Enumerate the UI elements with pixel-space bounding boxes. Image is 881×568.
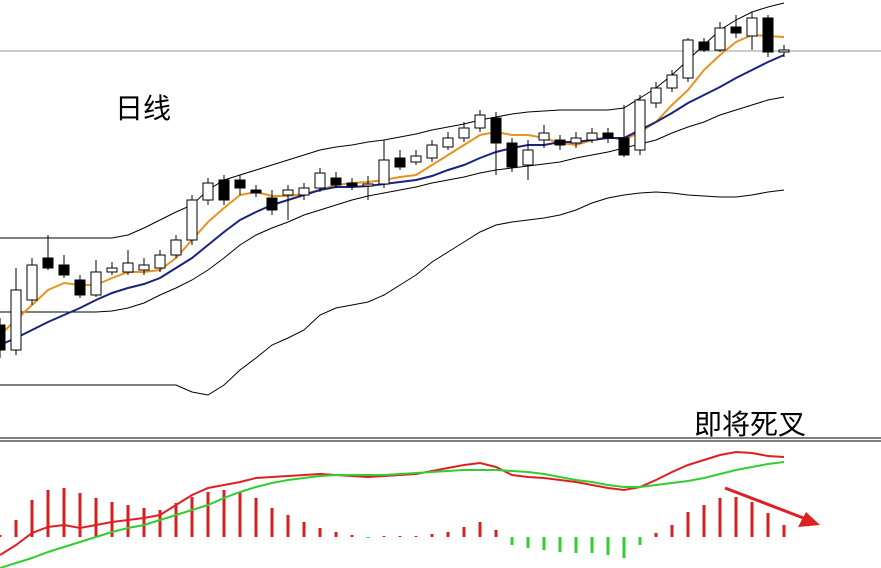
line (0, 54, 785, 346)
candle-body (314, 172, 326, 189)
candle-body (506, 142, 518, 168)
candle-body (538, 132, 550, 141)
candle-body (10, 289, 22, 351)
candle-body (778, 49, 790, 53)
candle-body (426, 144, 438, 159)
candle-body (250, 189, 262, 194)
candle-body (330, 177, 342, 186)
candle-body (602, 132, 614, 139)
period-label: 日线 (115, 92, 171, 125)
candle-body (410, 155, 422, 163)
candle-body (282, 189, 294, 196)
candle-body (442, 137, 454, 148)
candle-body (394, 157, 406, 168)
candle-body (730, 26, 742, 34)
price-panel (0, 2, 790, 396)
cross-annotation: 即将死叉 (694, 408, 806, 441)
candle-body (26, 264, 38, 301)
candle-body (74, 279, 86, 296)
candle-body (90, 271, 102, 296)
candle-body (634, 99, 646, 151)
candle-body (42, 257, 54, 269)
line (0, 450, 785, 556)
candle-body (522, 149, 534, 166)
candle-body (762, 17, 774, 53)
macd-panel (0, 450, 786, 568)
trend-arrow (724, 486, 820, 527)
candle-body (698, 41, 710, 51)
candle-body (458, 127, 470, 139)
candle-body (106, 267, 118, 273)
candle-body (218, 179, 230, 201)
candle-body (378, 159, 390, 185)
candle-body (58, 264, 70, 276)
candle-body (170, 239, 182, 256)
line (0, 96, 785, 313)
candle-body (0, 324, 6, 351)
candle-body (138, 264, 150, 271)
candle-body (186, 199, 198, 241)
candle-body (570, 137, 582, 144)
candle-body (266, 197, 278, 211)
candle-body (586, 132, 598, 141)
candle-body (714, 27, 726, 51)
line (0, 189, 785, 396)
candle-body (746, 17, 758, 37)
candle-body (554, 139, 566, 146)
candle-body (362, 183, 374, 187)
candle-body (618, 137, 630, 156)
candle-body (474, 114, 486, 129)
candle-body (666, 74, 678, 89)
candle-body (122, 262, 134, 273)
candle-body (490, 117, 502, 144)
candle-body (682, 39, 694, 79)
line (0, 461, 785, 568)
candle-body (154, 254, 166, 269)
candle-body (234, 179, 246, 189)
candle-body (346, 182, 358, 187)
candle-body (298, 187, 310, 196)
candle-body (202, 182, 214, 201)
candle-body (650, 87, 662, 104)
